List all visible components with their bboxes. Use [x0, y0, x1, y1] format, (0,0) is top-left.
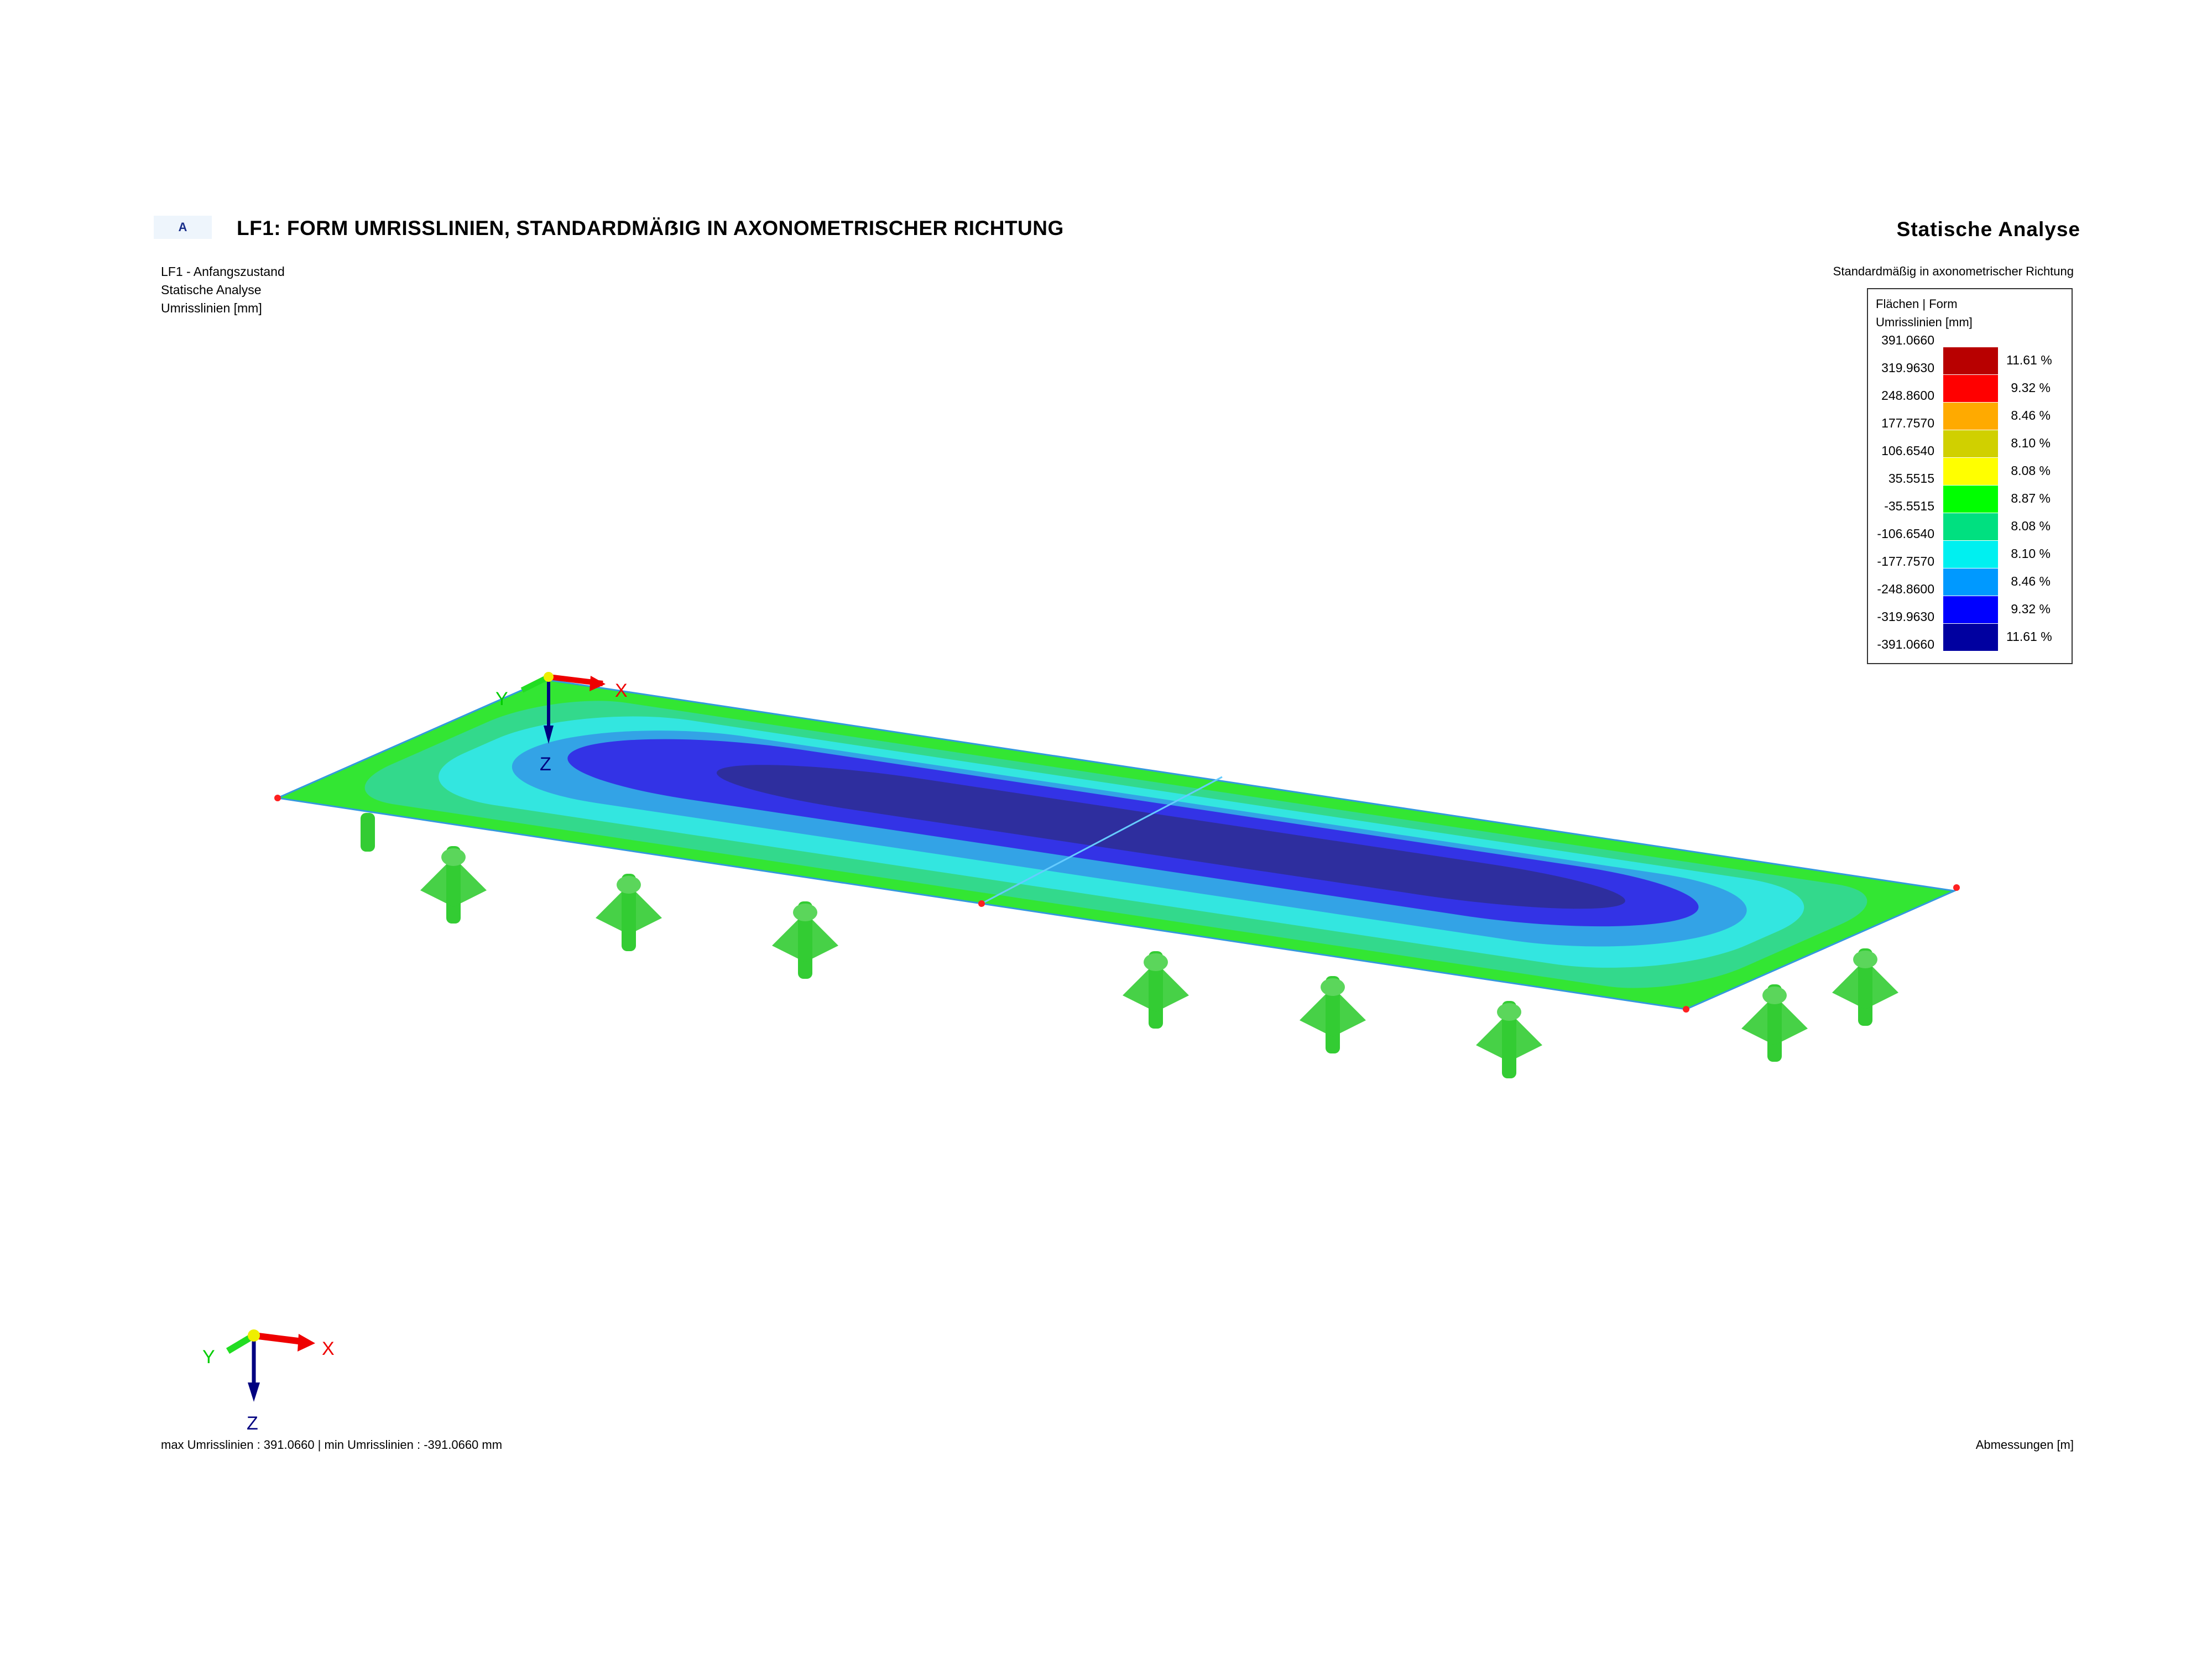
legend-unit: Umrisslinien [mm]	[1876, 315, 1973, 329]
legend-percent: 8.08 %	[2011, 519, 2051, 533]
support-arrow-icon[interactable]	[596, 874, 662, 951]
dimensions-label: Abmessungen [m]	[1975, 1438, 2074, 1452]
node	[978, 900, 985, 907]
y-axis-label: Y	[495, 688, 508, 709]
legend-percent: 9.32 %	[2011, 380, 2051, 395]
legend-color-swatch	[1943, 430, 1998, 457]
surface-plate[interactable]	[278, 680, 1954, 1009]
local-axis-system: X Y Z	[495, 672, 628, 775]
legend-value: -177.7570	[1877, 554, 1934, 568]
support-arrow-icon[interactable]	[361, 813, 375, 852]
z-axis-label: Z	[540, 754, 551, 775]
legend-percent: 8.87 %	[2011, 491, 2051, 505]
supports-group	[361, 813, 1898, 1078]
contour-band-darkblue	[716, 765, 1625, 909]
support-arrow-icon[interactable]	[420, 846, 487, 924]
z-axis-label: Z	[247, 1413, 258, 1434]
node	[1683, 1006, 1689, 1013]
plate-edge	[274, 679, 1958, 1010]
support-arrow-icon[interactable]	[1300, 976, 1366, 1053]
legend-percent: 11.61 %	[2006, 629, 2052, 644]
support-arrow-icon[interactable]	[1832, 948, 1898, 1026]
legend-color-swatch	[1943, 486, 1998, 513]
x-arrowhead-icon	[589, 676, 606, 691]
axis-origin	[544, 672, 554, 682]
legend-percent: 8.10 %	[2011, 436, 2051, 450]
legend-value: 106.6540	[1881, 444, 1934, 458]
legend-color-swatch	[1943, 458, 1998, 485]
legend-percent: 8.10 %	[2011, 546, 2051, 561]
x-axis-label: X	[615, 680, 628, 701]
y-axis-label: Y	[202, 1347, 215, 1368]
x-arrowhead-icon	[298, 1334, 315, 1352]
node	[1953, 884, 1960, 891]
support-arrow-icon[interactable]	[1123, 951, 1189, 1029]
color-legend: Flächen | Form Umrisslinien [mm] 391.066…	[1867, 288, 2073, 664]
min-max-summary: max Umrisslinien : 391.0660 | min Umriss…	[161, 1438, 503, 1452]
surface-divider-line	[981, 776, 1223, 905]
z-arrowhead-icon	[248, 1383, 260, 1402]
legend-value: 391.0660	[1881, 333, 1934, 347]
legend-value: -35.5515	[1884, 499, 1934, 513]
legend-color-swatch	[1943, 375, 1998, 402]
load-case-label: LF1 - Anfangszustand	[161, 264, 285, 279]
legend-value: 177.7570	[1881, 416, 1934, 430]
legend-heading: Flächen | Form	[1876, 297, 1958, 311]
legend-color-swatch	[1943, 403, 1998, 430]
page-title: LF1: FORM UMRISSLINIEN, STANDARDMÄẞIG IN…	[237, 217, 1064, 239]
legend-color-swatch	[1943, 541, 1998, 568]
legend-color-swatch	[1943, 596, 1998, 623]
legend-value: 35.5515	[1888, 471, 1934, 486]
x-axis-label: X	[322, 1338, 335, 1359]
legend-percent: 8.08 %	[2011, 463, 2051, 478]
legend-percent: 8.46 %	[2011, 574, 2051, 588]
analysis-title: Statische Analyse	[1896, 218, 2080, 241]
legend-value: -319.9630	[1877, 609, 1934, 624]
legend-color-swatch	[1943, 513, 1998, 540]
legend-color-swatch	[1943, 624, 1998, 651]
legend-value: 319.9630	[1881, 361, 1934, 375]
support-arrow-icon[interactable]	[1741, 984, 1808, 1062]
global-axis-triad: X Y Z	[202, 1329, 335, 1434]
support-arrow-icon[interactable]	[772, 901, 838, 979]
view-badge: A	[154, 216, 212, 239]
legend-value: -391.0660	[1877, 637, 1934, 651]
legend-percent: 8.46 %	[2011, 408, 2051, 422]
legend-percent: 11.61 %	[2006, 353, 2052, 367]
support-arrow-icon[interactable]	[1476, 1001, 1542, 1078]
x-axis-arrow	[253, 1332, 307, 1345]
legend-value: -106.6540	[1877, 526, 1934, 541]
z-arrowhead-icon	[544, 726, 554, 744]
legend-color-swatch	[1943, 347, 1998, 374]
legend-value: -248.8600	[1877, 582, 1934, 596]
direction-label: Standardmäßig in axonometrischer Richtun…	[1833, 264, 2074, 278]
analysis-type-label: Statische Analyse	[161, 283, 262, 297]
legend-value: 248.8600	[1881, 388, 1934, 403]
axis-origin	[248, 1329, 260, 1342]
legend-percent: 9.32 %	[2011, 602, 2051, 616]
result-type-label: Umrisslinien [mm]	[161, 301, 262, 315]
node	[274, 795, 281, 801]
node-markers	[274, 795, 1960, 1013]
legend-color-swatch	[1943, 568, 1998, 596]
